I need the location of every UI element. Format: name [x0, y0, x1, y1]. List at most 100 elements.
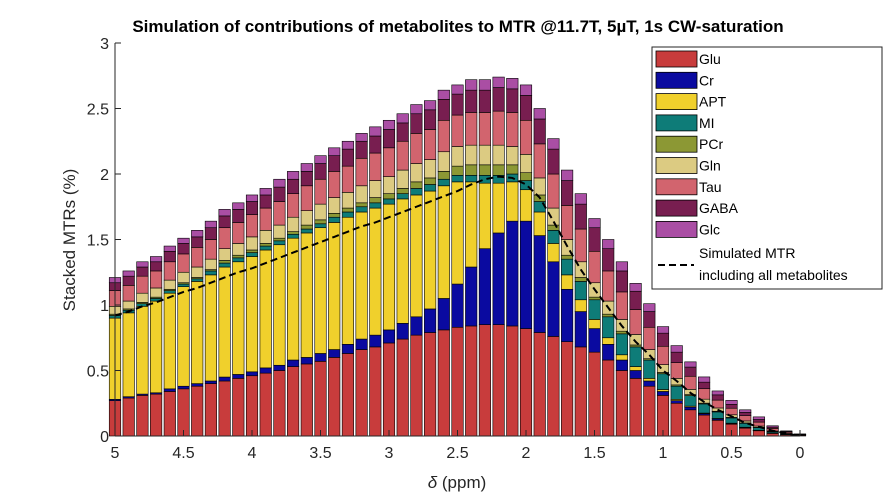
- bar-segment-glu: [698, 414, 711, 437]
- bar-segment-gln: [163, 279, 176, 290]
- bar-segment-cr: [547, 261, 560, 337]
- bar-segment-gaba: [574, 203, 587, 230]
- bar-segment-tau: [424, 129, 437, 160]
- bar-segment-gln: [465, 144, 478, 166]
- bar-segment-gln: [478, 144, 491, 166]
- bar-segment-glc: [300, 163, 313, 172]
- bar-segment-glu: [355, 349, 368, 437]
- bar-segment-gaba: [684, 366, 697, 377]
- y-tick-label: 1.5: [87, 233, 109, 250]
- bar-segment-pcr: [355, 202, 368, 208]
- legend-label-glu: Glu: [699, 51, 721, 67]
- bar-segment-gaba: [177, 243, 190, 255]
- bar-segment-gaba: [150, 261, 163, 272]
- bar-segment-glc: [670, 345, 683, 353]
- bar-segment-mi: [218, 262, 231, 268]
- x-tick-labels: 5 4.5 4 3.5 3 2.5 2 1.5 1 0.5 0: [111, 445, 805, 462]
- bar-segment-glu: [519, 328, 533, 437]
- bar-segment-gaba: [465, 89, 478, 113]
- bar-segment-tau: [437, 119, 450, 153]
- bar-segment-gln: [506, 146, 519, 166]
- bar-segment-pcr: [314, 219, 327, 225]
- bar-segment-apt: [204, 274, 217, 382]
- bar-segment-gaba: [287, 178, 300, 194]
- legend: Glu Cr APT MI PCr Gln Tau GABA Glc Simulated MTR i…: [651, 46, 883, 290]
- bar-segment-glc: [341, 140, 354, 150]
- bar-segment-gaba: [122, 275, 135, 286]
- bar-segment-glc: [465, 79, 478, 91]
- bar-segment-glc: [547, 138, 560, 150]
- bar-segment-glc: [218, 209, 231, 217]
- legend-swatch-mi: [655, 114, 698, 132]
- bar-segment-glu: [602, 359, 615, 437]
- bar-segment-gln: [437, 151, 450, 172]
- bar-segment-gaba: [629, 290, 642, 310]
- bar-segment-mi: [355, 206, 368, 213]
- bar-segment-gaba: [478, 89, 491, 113]
- bar-segment-glu: [670, 402, 683, 437]
- bar-segment-apt: [232, 261, 245, 375]
- y-tick-label: 0: [100, 429, 109, 446]
- bar-segment-tau: [396, 140, 409, 171]
- bar-segment-gln: [273, 224, 286, 239]
- bar-segment-glc: [382, 119, 396, 130]
- bar-segment-tau: [191, 247, 204, 268]
- bar-segment-glu: [492, 324, 505, 437]
- bar-segment-glu: [643, 385, 656, 437]
- bar-segment-glu: [177, 388, 190, 437]
- bar-segment-gln: [218, 248, 231, 261]
- bar-segment-glu: [300, 363, 313, 437]
- bar-segment-mi: [341, 211, 354, 218]
- bar-segment-tau: [122, 285, 135, 302]
- bar-segment-tau: [218, 227, 231, 249]
- bar-segment-apt: [341, 216, 354, 345]
- bar-segment-gaba: [615, 270, 628, 293]
- bar-segment-cr: [465, 266, 478, 327]
- bar-segment-cr: [259, 367, 272, 374]
- bar-segment-mi: [656, 373, 670, 390]
- bar-segment-gln: [204, 258, 217, 270]
- bar-segment-glu: [684, 409, 697, 437]
- bar-segment-pcr: [410, 181, 423, 189]
- bar-segment-cr: [341, 343, 354, 354]
- x-tick-label: 5: [111, 445, 120, 462]
- bar-segment-apt: [177, 286, 190, 387]
- bar-segment-glc: [451, 84, 464, 95]
- bar-segment-apt: [506, 181, 519, 222]
- bar-segment-gaba: [314, 163, 327, 180]
- bar-segment-tau: [136, 275, 149, 294]
- bar-segment-gaba: [273, 186, 286, 202]
- bar-segment-glc: [656, 326, 670, 334]
- bar-segment-tau: [506, 112, 519, 147]
- bar-segment-glu: [574, 346, 587, 437]
- bar-segment-glc: [561, 169, 574, 181]
- legend-label-apt: APT: [699, 94, 727, 110]
- bar-segment-tau: [615, 291, 628, 320]
- bar-segment-cr: [191, 383, 204, 387]
- bar-segment-pcr: [287, 231, 300, 235]
- bar-segment-glc: [588, 218, 601, 229]
- bar-segment-pcr: [218, 260, 231, 264]
- bar-segment-gln: [177, 271, 190, 284]
- bar-segment-cr: [396, 323, 409, 340]
- bar-segment-glu: [410, 334, 423, 437]
- y-tick-label: 3: [100, 36, 109, 53]
- bar-segment-gln: [396, 169, 409, 189]
- bar-segment-mi: [670, 385, 683, 400]
- bar-segment-cr: [602, 343, 615, 361]
- bar-segment-mi: [725, 417, 738, 424]
- bar-segment-glc: [136, 261, 149, 268]
- bar-segment-tau: [533, 143, 546, 179]
- bar-segment-tau: [698, 388, 711, 400]
- bar-segment-gaba: [259, 194, 272, 209]
- bar-segment-glc: [519, 84, 533, 96]
- bar-segment-cr: [437, 298, 450, 331]
- bar-segment-tau: [328, 171, 341, 198]
- bar-segment-glc: [506, 78, 519, 90]
- bar-segment-gaba: [698, 381, 711, 390]
- bar-segment-gln: [232, 243, 245, 256]
- bar-segment-cr: [451, 283, 464, 328]
- bar-segment-gaba: [739, 412, 752, 416]
- mtr-line-group: [114, 175, 801, 437]
- bar-segment-glc: [150, 256, 163, 263]
